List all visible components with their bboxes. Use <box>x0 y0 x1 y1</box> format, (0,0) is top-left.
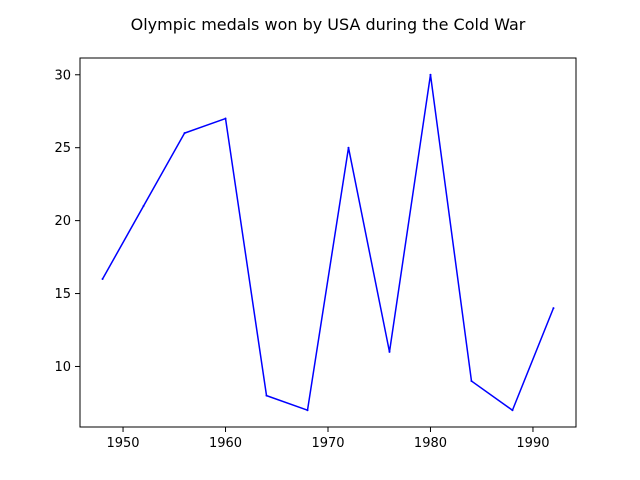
x-tick-label: 1980 <box>414 436 447 451</box>
y-tick-label: 30 <box>54 68 71 83</box>
data-point <box>388 350 391 353</box>
data-point <box>429 73 432 76</box>
x-tick-label: 1960 <box>209 436 242 451</box>
y-tick-label: 25 <box>54 141 71 156</box>
y-tick-label: 20 <box>54 214 71 229</box>
y-tick-label: 15 <box>54 287 71 302</box>
x-tick-label: 1970 <box>311 436 344 451</box>
y-axis: 10 15 20 25 30 <box>54 68 80 375</box>
data-point <box>142 205 145 208</box>
data-point <box>347 146 350 149</box>
data-point <box>265 394 268 397</box>
data-point <box>306 409 309 412</box>
data-point <box>470 380 473 383</box>
chart-title: Olympic medals won by USA during the Col… <box>131 15 526 34</box>
x-axis: 1950 1960 1970 1980 1990 <box>106 427 550 451</box>
data-point <box>224 117 227 120</box>
data-point <box>511 409 514 412</box>
x-tick-label: 1950 <box>106 436 139 451</box>
data-point <box>183 132 186 135</box>
y-tick-label: 10 <box>54 360 71 375</box>
plot-area-frame <box>79 57 577 428</box>
x-tick-label: 1990 <box>516 436 549 451</box>
data-point <box>101 277 104 280</box>
series-line <box>101 74 555 411</box>
data-point <box>552 307 555 310</box>
series-layer <box>101 73 555 412</box>
